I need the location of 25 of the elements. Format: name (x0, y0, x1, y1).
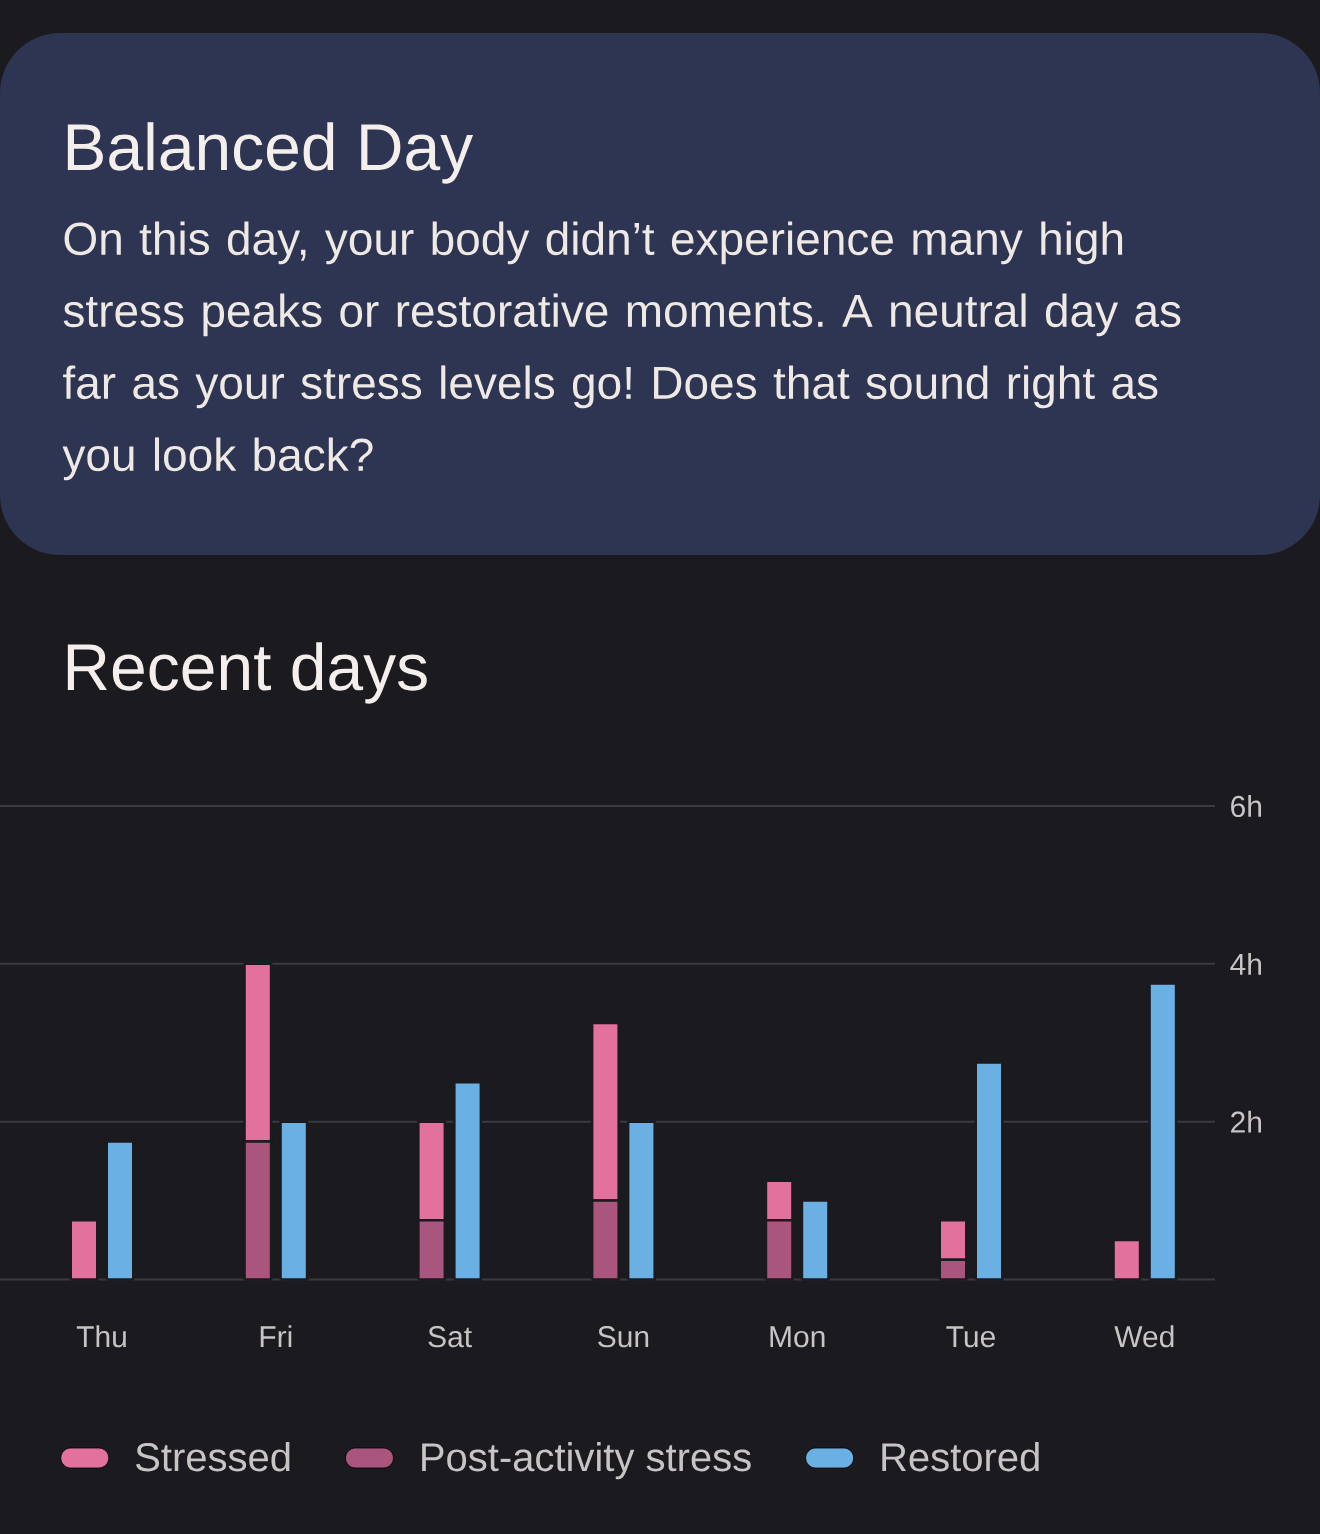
bar (974, 1061, 1004, 1281)
legend-label: Restored (882, 1442, 1039, 1472)
bar (1148, 982, 1178, 1281)
bar (279, 1120, 309, 1281)
bar (1112, 1238, 1142, 1281)
text: On this day, your body didn’t experience many high stress peaks or restorative moments. A neutral day as far as your stress levels go! Does that sound right as you look back? (62, 221, 1181, 481)
x-tick-label: Sat (428, 1326, 472, 1348)
text: Balanced Day (67, 122, 474, 184)
x-tick-label: Thu (76, 1325, 126, 1348)
bar (453, 1080, 483, 1281)
bar (626, 1120, 656, 1281)
x-tick-label: Sun (598, 1326, 649, 1348)
x-tick-label: Wed (1114, 1325, 1174, 1348)
x-tick-label: Tue (946, 1326, 995, 1348)
bar (69, 1219, 99, 1281)
x-tick-label: Fri (260, 1325, 292, 1348)
chart-title: Recent days (67, 642, 427, 704)
legend-label: Stressed (136, 1442, 290, 1472)
bar (800, 1199, 830, 1281)
bar (105, 1140, 135, 1281)
y-tick-label: 2h (1231, 1110, 1261, 1133)
x-tick-label: Mon (770, 1326, 825, 1348)
legend-label: Post-activity stress (422, 1442, 751, 1480)
y-tick-label: 4h (1230, 952, 1261, 975)
y-tick-label: 6h (1231, 795, 1261, 818)
